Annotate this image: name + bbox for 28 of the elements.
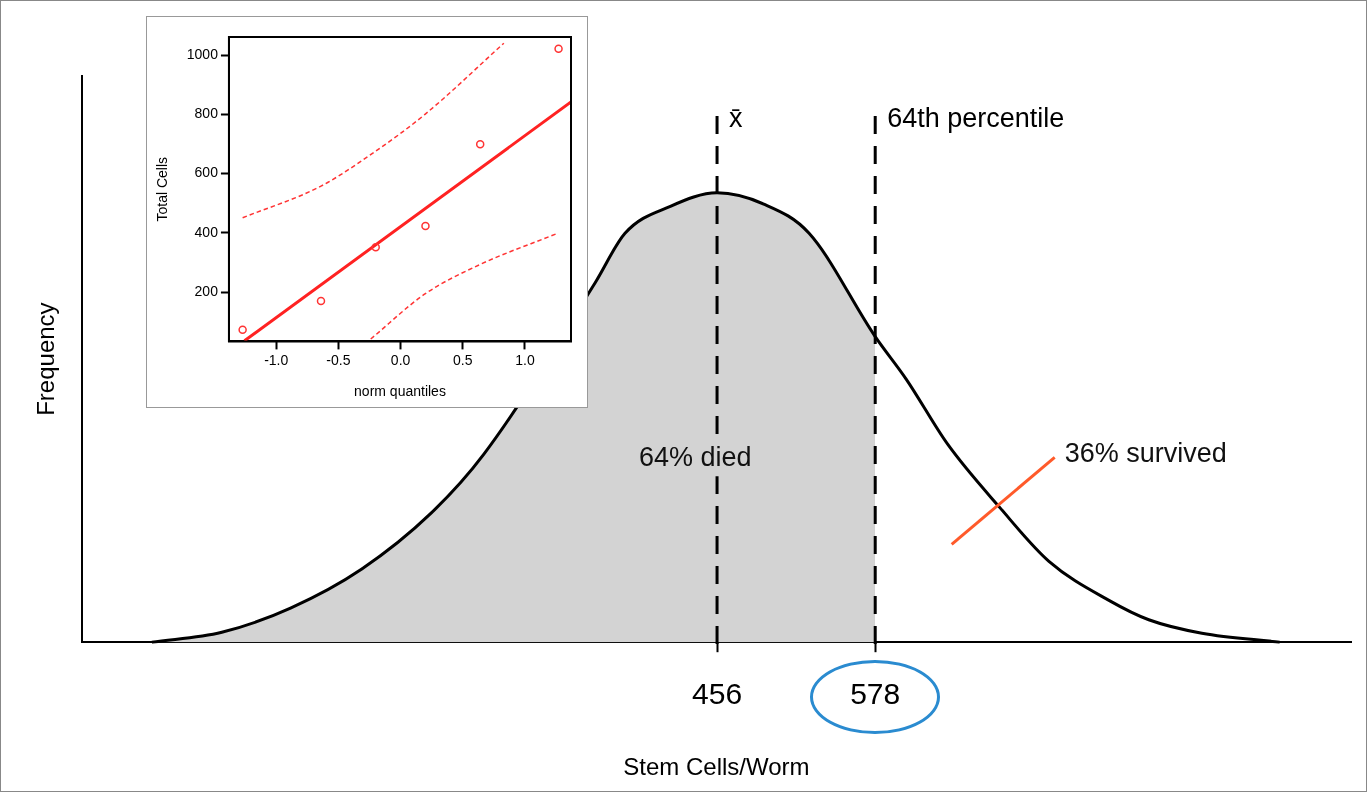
annotation: 64% died	[638, 442, 752, 473]
x-tick-label: -1.0	[264, 351, 289, 368]
ref-line-label: x̄	[729, 103, 744, 134]
x-tick-label: 0.5	[453, 351, 473, 368]
y-tick-label: 1000	[186, 45, 219, 62]
x-axis-title: norm quantiles	[354, 383, 446, 400]
y-tick-label: 400	[194, 223, 219, 240]
y-tick-label: 200	[194, 283, 219, 300]
point	[238, 325, 247, 335]
x-axis-title: Stem Cells/Worm	[623, 753, 810, 781]
x-tick-label: 0.0	[390, 351, 411, 368]
point	[421, 221, 430, 231]
point	[371, 242, 380, 252]
x-tick-label: 1.0	[515, 351, 535, 368]
y-tick-label: 800	[194, 105, 219, 122]
line-series	[241, 42, 505, 219]
point	[316, 296, 326, 306]
x-tick-label: -0.5	[326, 351, 351, 368]
x-tick-label: 578	[850, 677, 901, 711]
y-tick-label: 600	[194, 164, 219, 181]
ref-line-label: 64th percentile	[887, 103, 1065, 134]
line-series	[369, 232, 558, 340]
y-axis-title: Total Cells	[154, 156, 171, 222]
point	[554, 44, 563, 54]
point	[475, 140, 485, 149]
annotation: 36% survived	[1064, 437, 1227, 468]
x-tick-label: 456	[692, 677, 743, 711]
y-axis-title: Frequency	[32, 302, 60, 416]
